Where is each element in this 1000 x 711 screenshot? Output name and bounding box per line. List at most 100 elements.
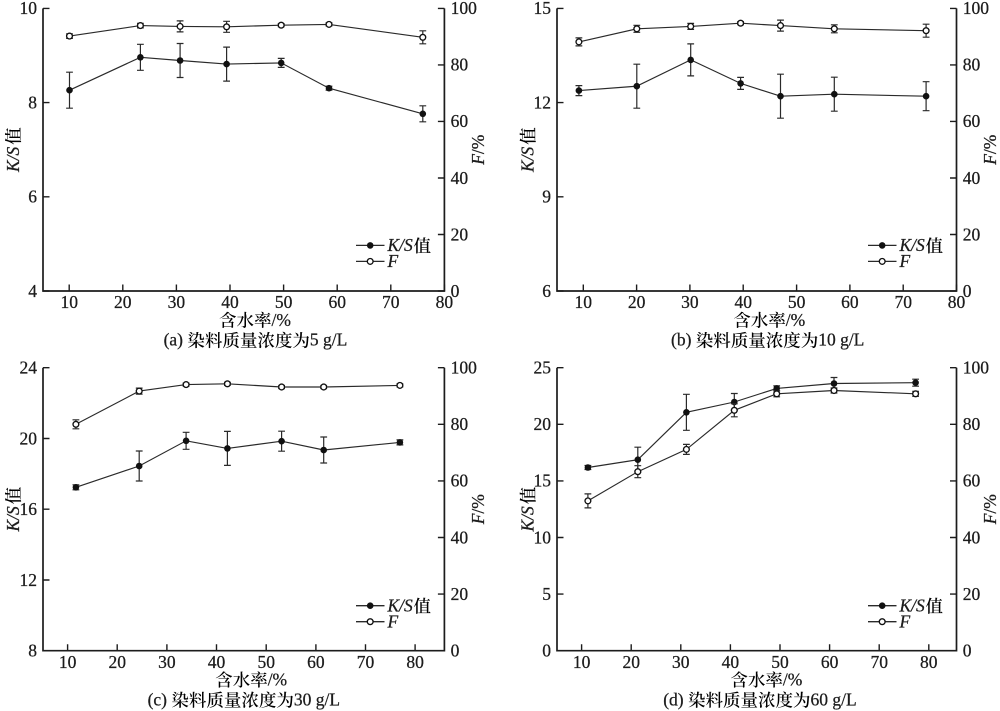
svg-text:50: 50 — [788, 292, 806, 312]
svg-text:60: 60 — [963, 111, 981, 131]
svg-text:K/S: K/S — [518, 146, 538, 173]
svg-text:20: 20 — [20, 428, 38, 448]
svg-text:70: 70 — [382, 292, 400, 312]
svg-text:40: 40 — [221, 292, 239, 312]
svg-text:30: 30 — [158, 652, 176, 672]
svg-text:5 g/L: 5 g/L — [310, 330, 347, 350]
svg-text:70: 70 — [894, 292, 912, 312]
svg-text:80: 80 — [963, 55, 981, 75]
svg-text:50: 50 — [771, 652, 789, 672]
svg-text:100: 100 — [451, 358, 478, 378]
svg-text:16: 16 — [20, 499, 38, 519]
svg-text:20: 20 — [108, 652, 126, 672]
svg-text:F: F — [899, 612, 911, 632]
svg-text:24: 24 — [20, 358, 38, 378]
svg-text:10: 10 — [20, 0, 38, 18]
svg-text:80: 80 — [963, 414, 981, 434]
svg-text:10: 10 — [573, 652, 591, 672]
svg-text:25: 25 — [534, 358, 552, 378]
svg-text:F: F — [899, 251, 911, 271]
svg-text:40: 40 — [451, 527, 469, 547]
svg-text:8: 8 — [28, 641, 37, 661]
svg-text:/%: /% — [783, 670, 802, 690]
svg-text:K/S: K/S — [3, 506, 23, 533]
svg-text:60: 60 — [307, 652, 325, 672]
svg-text:6: 6 — [28, 187, 37, 207]
svg-text:K/S: K/S — [3, 146, 23, 173]
svg-text:10: 10 — [59, 652, 77, 672]
svg-text:40: 40 — [963, 527, 981, 547]
svg-text:F/%: F/% — [980, 135, 1000, 166]
svg-text:20: 20 — [963, 224, 981, 244]
svg-text:F/%: F/% — [468, 494, 488, 525]
svg-text:80: 80 — [920, 652, 938, 672]
svg-text:15: 15 — [534, 471, 552, 491]
svg-text:20: 20 — [622, 652, 640, 672]
svg-text:60 g/L: 60 g/L — [811, 689, 857, 709]
svg-text:K/S: K/S — [387, 235, 414, 255]
svg-text:30 g/L: 30 g/L — [294, 689, 340, 709]
svg-text:0: 0 — [963, 281, 972, 301]
svg-text:20: 20 — [451, 584, 469, 604]
svg-text:60: 60 — [821, 652, 839, 672]
svg-text:100: 100 — [451, 0, 478, 18]
svg-text:80: 80 — [451, 414, 469, 434]
svg-text:100: 100 — [963, 0, 990, 18]
svg-text:50: 50 — [275, 292, 293, 312]
svg-text:/%: /% — [268, 670, 287, 690]
svg-text:30: 30 — [168, 292, 186, 312]
svg-text:(c): (c) — [148, 689, 172, 709]
svg-text:60: 60 — [963, 471, 981, 491]
svg-text:10: 10 — [575, 292, 593, 312]
svg-text:F/%: F/% — [468, 135, 488, 166]
svg-text:K/S: K/S — [387, 596, 414, 616]
svg-text:60: 60 — [328, 292, 346, 312]
svg-text:15: 15 — [534, 0, 552, 18]
svg-text:0: 0 — [451, 641, 460, 661]
svg-text:50: 50 — [257, 652, 275, 672]
svg-text:10: 10 — [60, 292, 78, 312]
svg-text:0: 0 — [963, 641, 972, 661]
svg-text:/%: /% — [786, 310, 805, 330]
svg-text:100: 100 — [963, 358, 990, 378]
svg-text:0: 0 — [451, 281, 460, 301]
svg-text:4: 4 — [28, 281, 37, 301]
svg-text:30: 30 — [681, 292, 699, 312]
svg-text:12: 12 — [20, 570, 38, 590]
svg-text:F/%: F/% — [980, 494, 1000, 525]
svg-text:20: 20 — [963, 584, 981, 604]
svg-text:80: 80 — [436, 292, 454, 312]
svg-text:(a): (a) — [164, 330, 188, 350]
svg-text:K/S: K/S — [899, 596, 926, 616]
svg-text:8: 8 — [28, 92, 37, 112]
svg-text:20: 20 — [451, 224, 469, 244]
svg-text:6: 6 — [542, 281, 551, 301]
svg-text:40: 40 — [734, 292, 752, 312]
svg-text:12: 12 — [534, 92, 552, 112]
svg-text:60: 60 — [451, 471, 469, 491]
svg-text:0: 0 — [542, 641, 551, 661]
svg-text:K/S: K/S — [518, 506, 538, 533]
svg-text:60: 60 — [451, 111, 469, 131]
svg-text:F: F — [387, 612, 399, 632]
svg-text:40: 40 — [722, 652, 740, 672]
svg-text:10: 10 — [534, 527, 552, 547]
svg-text:20: 20 — [534, 414, 552, 434]
svg-text:80: 80 — [406, 652, 424, 672]
svg-text:(b): (b) — [671, 330, 696, 350]
svg-text:30: 30 — [672, 652, 690, 672]
svg-text:5: 5 — [542, 584, 551, 604]
svg-text:80: 80 — [948, 292, 966, 312]
svg-text:60: 60 — [841, 292, 859, 312]
svg-text:40: 40 — [963, 168, 981, 188]
svg-text:K/S: K/S — [899, 235, 926, 255]
svg-text:F: F — [387, 251, 399, 271]
svg-text:9: 9 — [542, 187, 551, 207]
svg-text:20: 20 — [628, 292, 646, 312]
svg-text:20: 20 — [114, 292, 132, 312]
svg-text:80: 80 — [451, 55, 469, 75]
svg-text:40: 40 — [451, 168, 469, 188]
svg-text:40: 40 — [208, 652, 226, 672]
svg-text:/%: /% — [272, 310, 291, 330]
svg-text:10 g/L: 10 g/L — [818, 330, 864, 350]
